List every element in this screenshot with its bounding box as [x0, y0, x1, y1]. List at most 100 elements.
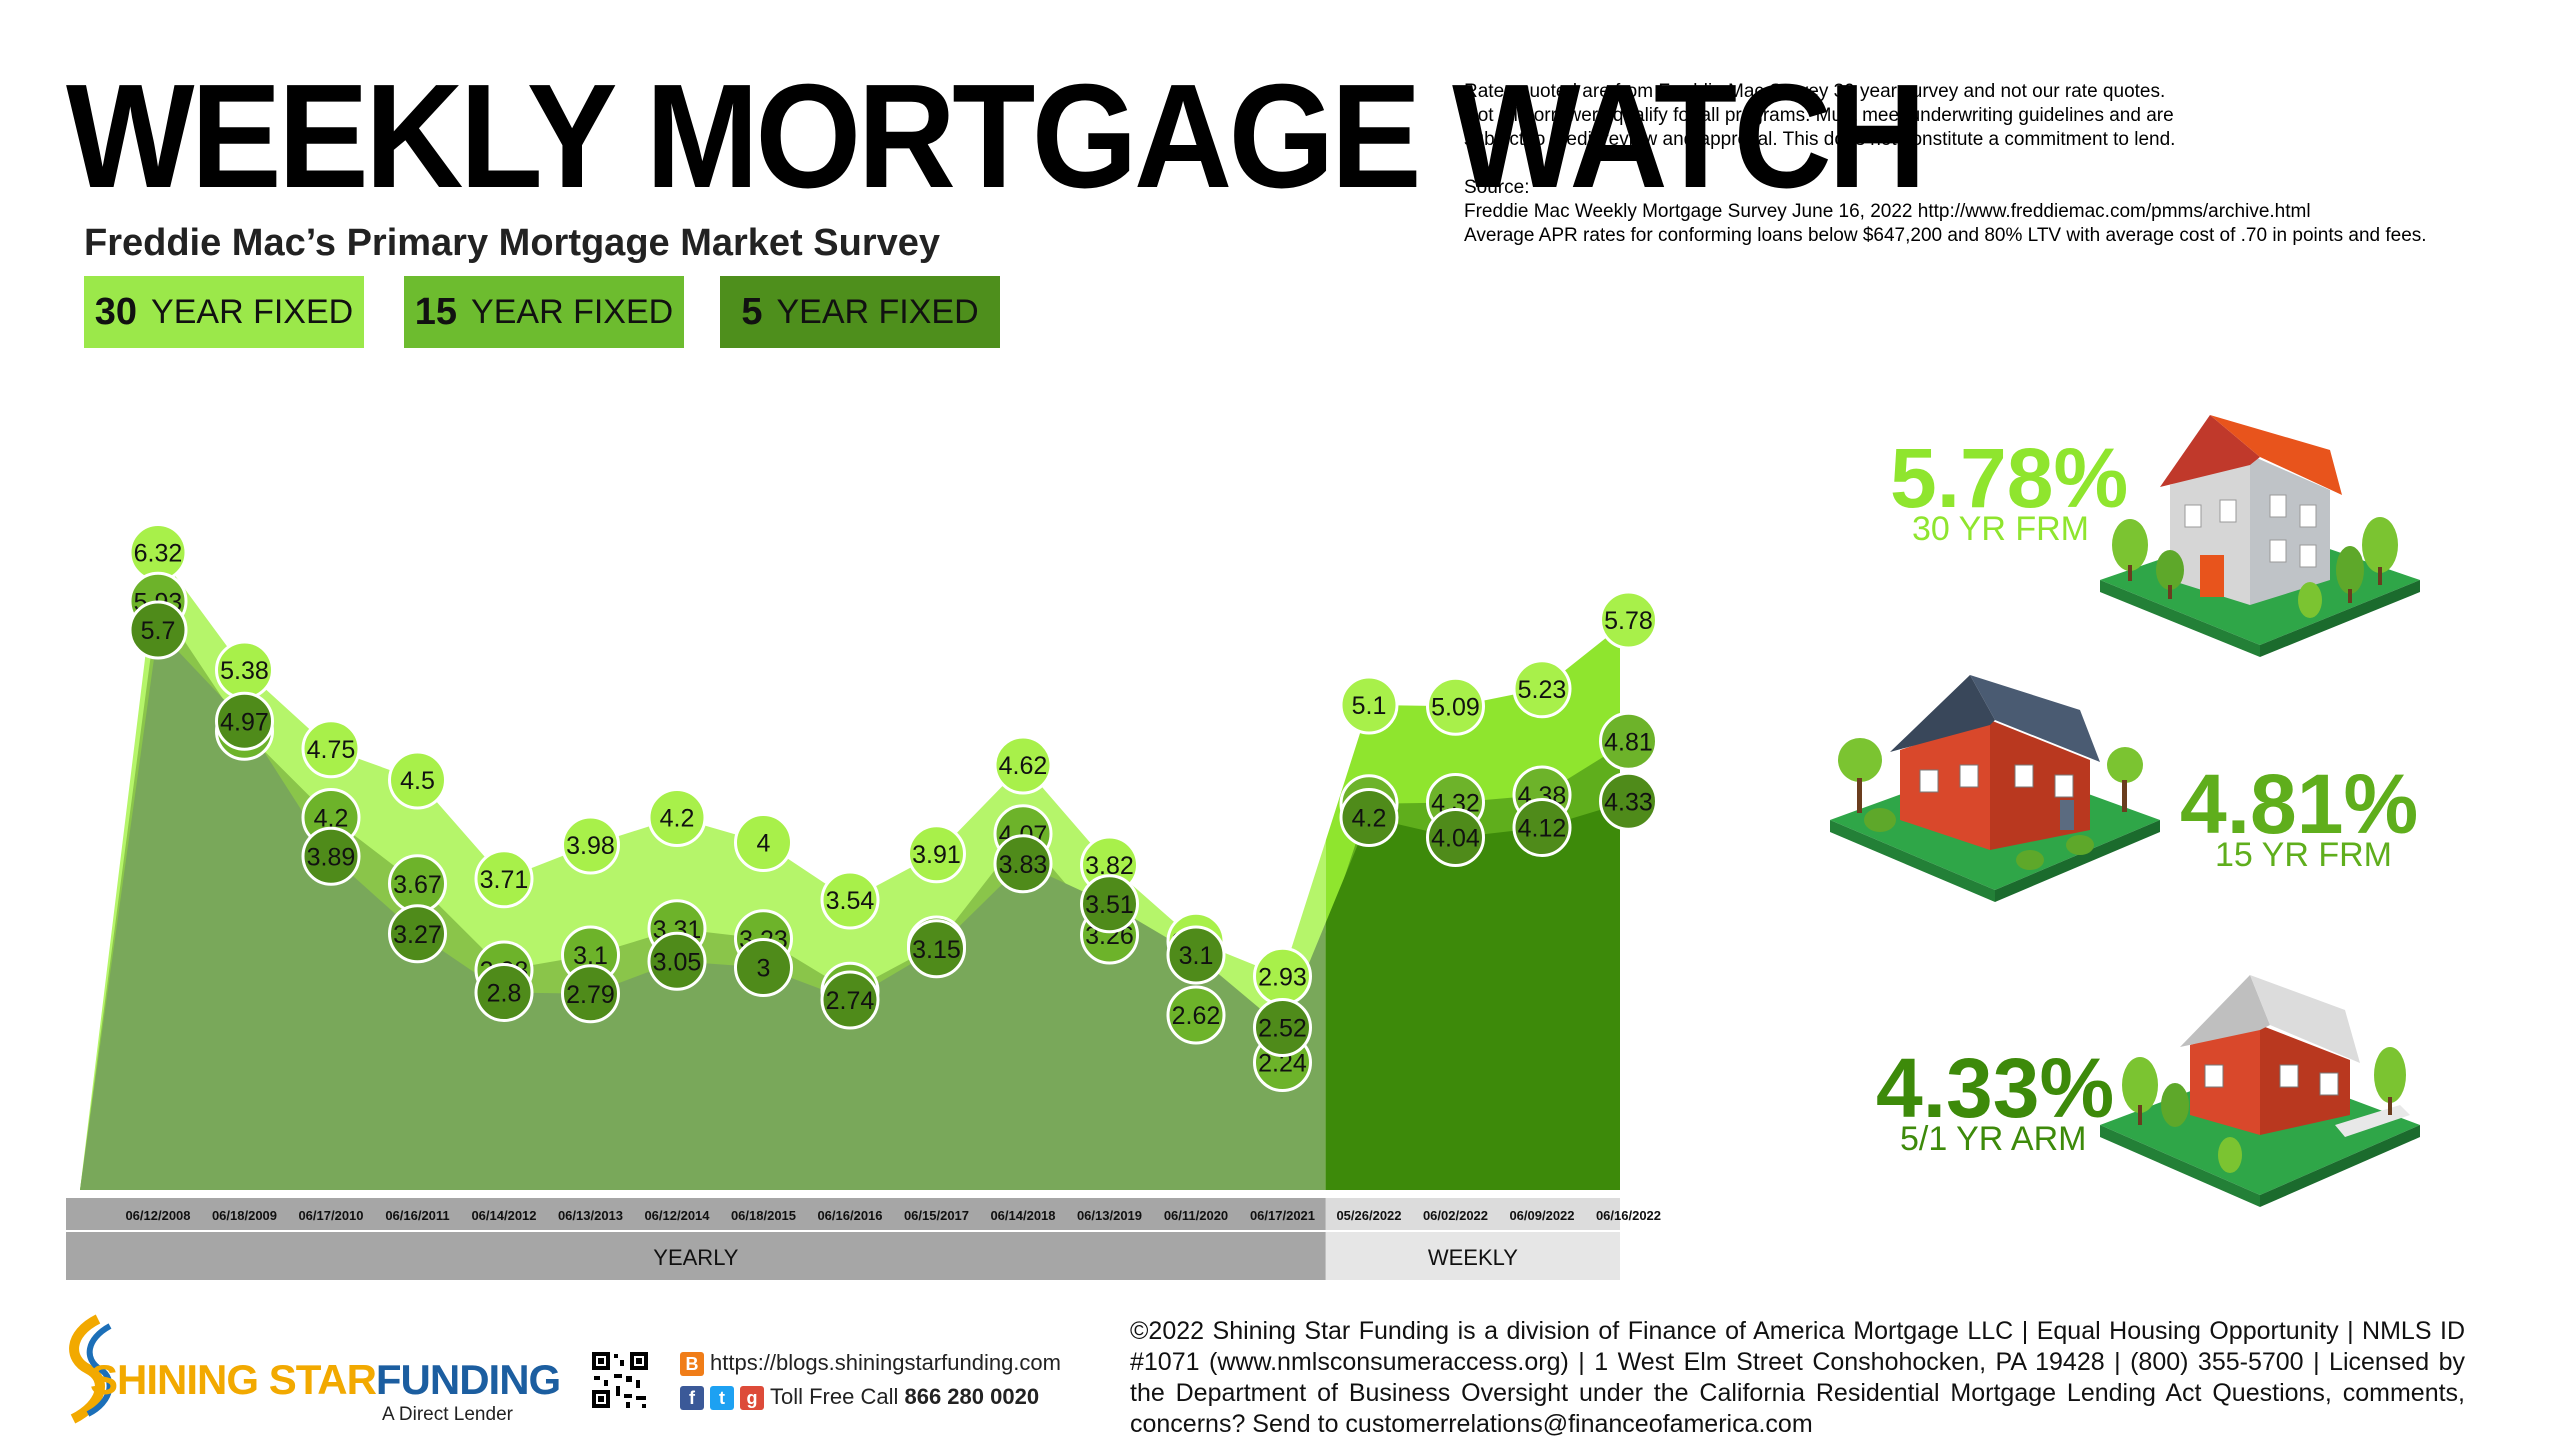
data-label: 2.79 — [566, 981, 615, 1009]
data-point-marker — [561, 815, 620, 875]
data-label: 5.09 — [1431, 693, 1480, 721]
data-label: 2.93 — [1258, 963, 1307, 991]
x-tick-label: 06/13/2013 — [558, 1208, 623, 1223]
data-label: 5.78 — [1604, 607, 1653, 635]
data-point-marker — [1599, 771, 1658, 831]
twitter-icon[interactable]: t — [710, 1386, 734, 1411]
data-label: 4.2 — [1352, 805, 1387, 833]
x-tick-label: 06/18/2015 — [731, 1208, 796, 1223]
data-label: 3 — [757, 955, 771, 983]
x-tick-label: 06/17/2010 — [298, 1208, 363, 1223]
x-axis-band-yearly — [66, 1198, 1326, 1230]
data-point-marker — [993, 735, 1053, 795]
x-tick-label: 06/16/2016 — [817, 1208, 882, 1223]
data-label: 6.32 — [134, 540, 183, 568]
data-point-marker — [1512, 798, 1572, 857]
data-label: 3.98 — [566, 832, 615, 860]
data-point-marker — [734, 813, 793, 872]
google-plus-icon[interactable]: g — [740, 1386, 764, 1411]
data-point-marker — [647, 931, 707, 991]
data-label: 4.81 — [1604, 728, 1653, 756]
x-tick-label: 06/14/2018 — [990, 1208, 1055, 1223]
logo-text: SHINING STARFUNDING — [90, 1356, 561, 1404]
data-label: 3.67 — [393, 871, 442, 899]
highlight-5-rate: 4.33% — [1876, 1041, 2115, 1135]
data-label: 4.04 — [1431, 825, 1480, 853]
data-point-marker — [388, 904, 447, 964]
data-point-marker — [820, 970, 880, 1030]
source-line: Average APR rates for conforming loans b… — [1464, 225, 2427, 246]
data-point-marker — [301, 826, 361, 886]
x-tick-label: 06/18/2009 — [212, 1208, 277, 1223]
data-point-marker — [1339, 788, 1399, 847]
tollfree-label: Toll Free Call — [770, 1384, 905, 1409]
highlight-30-rate: 5.78% — [1890, 431, 2129, 525]
data-label: 2.74 — [826, 987, 875, 1015]
facebook-icon[interactable]: f — [680, 1386, 704, 1411]
page-title: WEEKLY MORTGAGE WATCH — [66, 54, 1926, 219]
group-label-yearly: YEARLY — [653, 1245, 739, 1270]
data-label: 3.54 — [826, 887, 875, 915]
data-point-marker — [128, 600, 188, 660]
x-tick-label: 06/14/2012 — [471, 1208, 536, 1223]
x-axis-band-weekly — [1325, 1198, 1620, 1230]
data-label: 3.15 — [912, 936, 961, 964]
data-point-marker — [1339, 675, 1399, 735]
legend-30-number: 30 — [94, 290, 138, 333]
data-label: 3.1 — [1179, 942, 1214, 970]
x-tick-label: 06/15/2017 — [904, 1208, 969, 1223]
data-label: 3.83 — [999, 851, 1048, 879]
x-tick-label: 06/12/2008 — [125, 1208, 190, 1223]
x-tick-label: 06/17/2021 — [1250, 1208, 1315, 1223]
data-point-marker — [388, 750, 447, 810]
group-band-weekly — [1325, 1232, 1620, 1280]
data-label: 5.38 — [220, 657, 269, 685]
legend-15-number: 15 — [414, 290, 458, 333]
legend-30-year: 30 YEAR FIXED — [84, 276, 364, 348]
x-tick-label: 06/02/2022 — [1423, 1208, 1488, 1223]
x-tick-label: 06/16/2022 — [1596, 1208, 1661, 1223]
tollfree-number[interactable]: 866 280 0020 — [904, 1384, 1040, 1409]
logo-word: SHINING — [90, 1356, 269, 1403]
data-point-marker — [734, 938, 793, 997]
data-point-marker — [993, 834, 1053, 894]
data-label: 4.33 — [1604, 788, 1653, 816]
logo-tagline: A Direct Lender — [382, 1404, 513, 1425]
data-point-marker — [1599, 590, 1658, 650]
data-point-marker — [561, 964, 620, 1024]
data-point-marker — [1512, 659, 1572, 719]
highlight-30-label: 30 YR FRM — [1912, 510, 2089, 548]
logo-icon — [69, 1314, 113, 1424]
x-tick-label: 06/12/2014 — [644, 1208, 710, 1223]
data-label: 2.52 — [1258, 1015, 1307, 1043]
data-label: 3.71 — [480, 866, 529, 894]
data-label: 4.12 — [1518, 815, 1567, 843]
data-label: 2.62 — [1172, 1002, 1221, 1030]
data-label: 4.97 — [220, 708, 269, 736]
blogger-icon: B — [680, 1352, 704, 1377]
qr-code-icon — [590, 1350, 650, 1410]
x-tick-label: 06/11/2020 — [1164, 1208, 1228, 1223]
source-line: Freddie Mac Weekly Mortgage Survey June … — [1464, 201, 2311, 222]
data-point-marker — [301, 719, 361, 779]
data-label: 3.89 — [307, 843, 356, 871]
data-point-marker — [820, 870, 880, 930]
logo-word: FUNDING — [375, 1356, 561, 1403]
logo-word: STAR — [268, 1356, 377, 1403]
disclaimer-line: Rates quoted are from Freddie Mac Survey… — [1464, 81, 2166, 102]
data-point-marker — [907, 824, 966, 884]
blog-url[interactable]: https://blogs.shiningstarfunding.com — [710, 1350, 1061, 1375]
social-links: f t g Toll Free Call 866 280 0020 — [680, 1384, 1040, 1411]
data-point-marker — [1426, 676, 1485, 736]
data-label: 4.62 — [999, 752, 1048, 780]
legend-15-year: 15 YEAR FIXED — [404, 276, 684, 348]
data-label: 3.91 — [912, 841, 961, 869]
area-weekly-2 — [1325, 801, 1629, 1190]
legend-5-year: 5 YEAR FIXED — [720, 276, 1000, 348]
highlight-15-label: 15 YR FRM — [2215, 836, 2392, 874]
data-point-marker — [647, 788, 707, 847]
legend-30-label: YEAR FIXED — [151, 292, 354, 331]
data-point-marker — [1080, 874, 1139, 934]
house-illustration-1 — [2100, 415, 2420, 657]
